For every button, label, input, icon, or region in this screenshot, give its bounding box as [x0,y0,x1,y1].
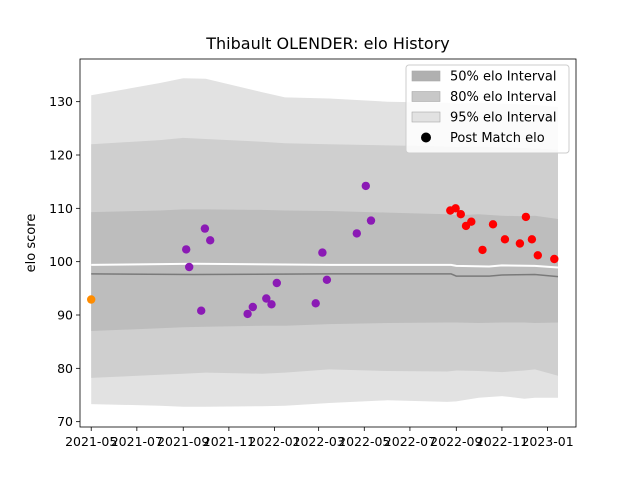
post-match-point [248,302,257,312]
post-match-point [243,309,252,319]
post-match-point [500,235,510,244]
x-tick-label: 2021-05 [65,434,117,449]
y-tick-label: 90 [57,308,73,323]
x-tick-label: 2021-07 [111,434,163,449]
y-tick-label: 70 [57,414,73,429]
legend-marker [421,132,431,143]
chart-title: Thibault OLENDER: elo History [205,34,449,53]
y-tick-label: 120 [49,148,73,163]
post-match-point [318,248,327,257]
legend-box [405,64,570,154]
mean-elo-line [91,262,559,269]
y-axis: 70 80 90 100 110 120 130 [49,94,80,429]
plot-frame [79,58,577,428]
post-match-point [206,236,215,245]
y-axis-label: elo score [24,214,39,273]
post-match-point [521,212,531,222]
post-match-point [322,275,332,284]
post-match-point [197,306,206,315]
x-tick-label: 2022-09 [430,434,482,449]
x-axis: 2021-052021-072021-092021-112022-012022-… [65,427,574,449]
x-tick-label: 2021-11 [203,434,255,449]
interval-bands [91,78,558,407]
band-50-interval [91,209,558,331]
post-match-point [311,299,320,308]
legend-label: Post Match elo [450,131,545,146]
central-lines [91,262,559,278]
post-match-point [451,204,460,213]
post-match-point [533,251,542,260]
x-tick-label: 2022-03 [293,434,345,449]
x-tick-label: 2023-01 [521,434,573,449]
post-match-point [527,235,537,244]
x-tick-label: 2022-01 [248,434,300,449]
y-tick-label: 130 [49,94,73,109]
post-match-point [272,278,281,288]
post-match-point [185,262,194,272]
post-match-point [515,239,525,248]
legend-swatch [411,111,441,123]
x-tick-label: 2022-07 [384,434,436,449]
post-match-point [488,220,498,229]
post-match-point [366,216,376,225]
post-match-point [262,294,271,303]
legend-label: 95% elo Interval [450,111,557,126]
legend-label: 80% elo Interval [450,90,557,105]
legend-swatch [411,91,441,102]
post-match-point [478,245,487,255]
x-tick-label: 2022-05 [338,434,390,449]
post-match-point [467,217,476,226]
y-tick-label: 80 [57,361,73,376]
x-tick-label: 2022-11 [476,434,528,449]
legend: 50% elo Interval 80% elo Interval 95% elo … [405,64,570,154]
post-match-point [267,300,276,309]
y-tick-label: 110 [49,201,73,216]
post-match-point [200,224,210,233]
legend-label: 50% elo Interval [450,70,557,85]
y-tick-label: 100 [49,254,73,269]
post-match-point [352,229,361,238]
post-match-point [182,245,191,254]
legend-swatch [411,70,441,82]
post-match-points [87,181,559,319]
median-elo-line [91,273,559,278]
post-match-point [87,295,96,304]
x-tick-label: 2021-09 [157,434,209,449]
post-match-point [550,254,559,264]
post-match-point [361,181,370,191]
post-match-point [456,210,465,219]
